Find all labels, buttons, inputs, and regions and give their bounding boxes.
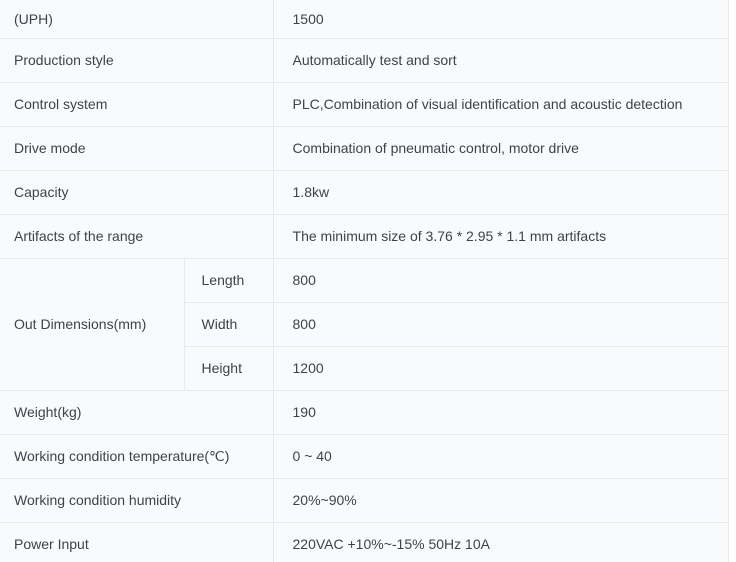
spec-value: PLC,Combination of visual identification… [273,82,729,127]
spec-value: 1200 [273,346,729,391]
spec-sublabel: Length [184,258,274,303]
table-row-production-style: Production style Automatically test and … [0,38,729,83]
spec-value: 190 [273,390,729,435]
spec-label: Artifacts of the range [0,214,274,259]
spec-label: Weight(kg) [0,390,274,435]
table-row-uph: (UPH) 1500 [0,0,729,39]
spec-label: Drive mode [0,126,274,171]
spec-label: Power Input [0,522,274,562]
spec-label: Control system [0,82,274,127]
spec-label: Working condition humidity [0,478,274,523]
spec-label: Working condition temperature(℃) [0,434,274,479]
spec-value: Automatically test and sort [273,38,729,83]
spec-value: 0 ~ 40 [273,434,729,479]
spec-value: 800 [273,258,729,303]
spec-value: 20%~90% [273,478,729,523]
spec-sublabel: Height [184,346,274,391]
spec-value: The minimum size of 3.76 * 2.95 * 1.1 mm… [273,214,729,259]
spec-label: (UPH) [0,0,274,39]
table-row-capacity: Capacity 1.8kw [0,170,729,215]
table-row-dimensions-width: Width 800 [0,302,729,347]
spec-value: 220VAC +10%~-15% 50Hz 10A [273,522,729,562]
table-row-dimensions-length: Out Dimensions(mm) Length 800 [0,258,729,391]
table-row-weight: Weight(kg) 190 [0,390,729,435]
spec-label: Production style [0,38,274,83]
spec-value: 1.8kw [273,170,729,215]
table-row-drive-mode: Drive mode Combination of pneumatic cont… [0,126,729,171]
spec-label: Capacity [0,170,274,215]
spec-value: 1500 [273,0,729,39]
spec-label-dimensions: Out Dimensions(mm) [0,258,185,391]
table-row-power-input: Power Input 220VAC +10%~-15% 50Hz 10A [0,522,729,562]
table-row-working-temperature: Working condition temperature(℃) 0 ~ 40 [0,434,729,479]
table-row-artifacts-range: Artifacts of the range The minimum size … [0,214,729,259]
table-row-control-system: Control system PLC,Combination of visual… [0,82,729,127]
table-row-working-humidity: Working condition humidity 20%~90% [0,478,729,523]
table-row-dimensions-height: Height 1200 [0,346,729,391]
spec-sublabel: Width [184,302,274,347]
spec-value: 800 [273,302,729,347]
spec-value: Combination of pneumatic control, motor … [273,126,729,171]
